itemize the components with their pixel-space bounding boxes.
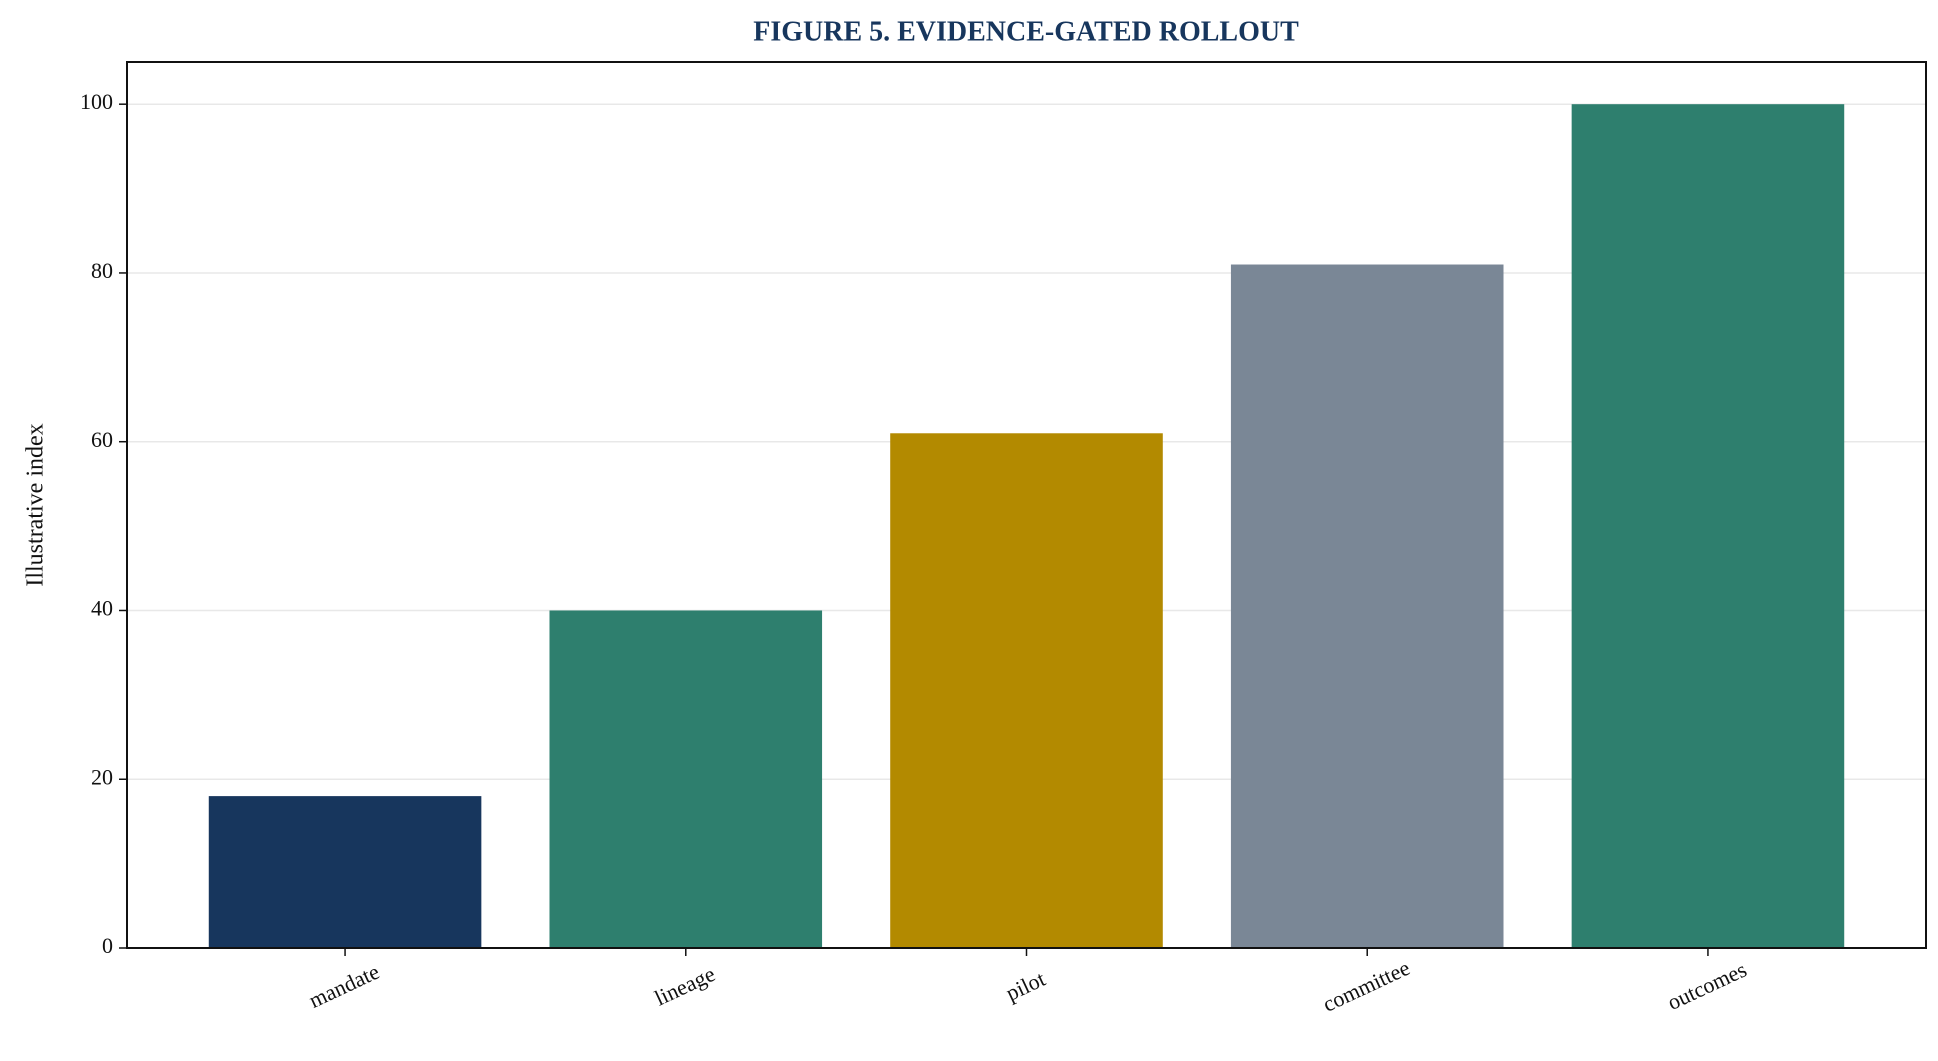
bar <box>1230 264 1504 948</box>
y-tick-label: 100 <box>80 89 113 114</box>
x-tick-label: outcomes <box>1663 957 1750 1015</box>
y-axis-label: Illustrative index <box>23 423 49 586</box>
y-tick-label: 20 <box>91 764 113 789</box>
x-tick-label: mandate <box>305 959 383 1013</box>
chart-title: FIGURE 5. EVIDENCE-GATED ROLLOUT <box>753 16 1299 47</box>
bar <box>208 796 482 948</box>
y-tick-label: 80 <box>91 258 113 283</box>
bar <box>549 610 823 948</box>
y-tick-label: 40 <box>91 596 113 621</box>
y-tick-label: 0 <box>102 933 113 958</box>
x-tick-label: committee <box>1319 955 1414 1017</box>
bar <box>890 433 1163 948</box>
x-tick-label: pilot <box>1002 966 1049 1006</box>
bar <box>1571 104 1845 948</box>
y-tick-label: 60 <box>91 427 113 452</box>
plot-frame <box>126 61 1927 949</box>
x-tick-label: lineage <box>651 961 719 1011</box>
